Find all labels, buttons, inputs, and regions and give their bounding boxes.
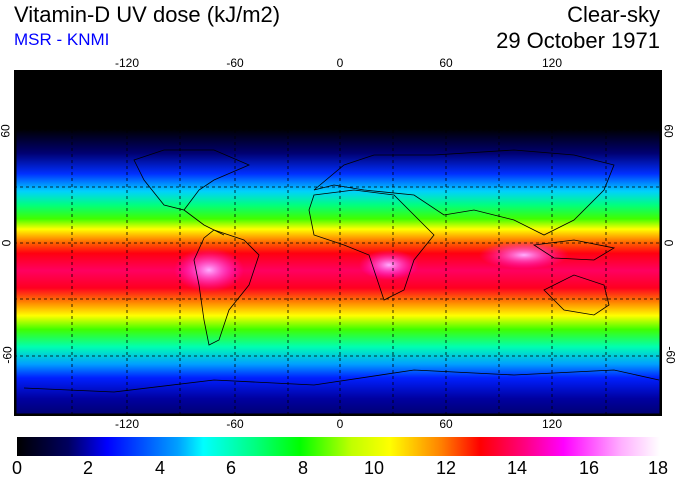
lon-tick-top: 60 <box>439 56 453 70</box>
figure-title: Vitamin-D UV dose (kJ/m2) <box>14 2 281 27</box>
colorbar-label: 18 <box>647 458 669 478</box>
colorbar <box>17 437 660 456</box>
lat-tick-right: 60 <box>661 124 676 138</box>
colorbar-label: 16 <box>578 458 600 478</box>
map-date: 29 October 1971 <box>496 28 660 53</box>
lat-tick-right: -60 <box>663 346 678 364</box>
colorbar-label: 12 <box>435 458 457 478</box>
high-dose-region <box>174 248 244 292</box>
sky-condition: Clear-sky <box>567 2 660 27</box>
graticule <box>14 70 662 416</box>
lon-tick-bottom: -60 <box>226 417 244 431</box>
map-frame <box>14 70 662 416</box>
lon-tick-top: 0 <box>336 56 344 70</box>
colorbar-label: 4 <box>154 458 166 478</box>
lat-tick-left: 60 <box>0 124 13 138</box>
lat-tick-right: 0 <box>661 239 676 247</box>
coastlines <box>23 149 660 393</box>
lon-tick-bottom: 120 <box>541 417 563 431</box>
source-label: MSR - KNMI <box>14 30 110 49</box>
colorbar-label: 6 <box>225 458 237 478</box>
lon-tick-bottom: 0 <box>336 417 344 431</box>
lon-tick-bottom: 60 <box>439 417 453 431</box>
lat-tick-left: 0 <box>0 239 14 247</box>
lon-tick-top: -120 <box>114 56 140 70</box>
colorbar-label: 8 <box>297 458 309 478</box>
colorbar-label: 2 <box>82 458 94 478</box>
colorbar-label: 10 <box>363 458 385 478</box>
colorbar-label: 0 <box>11 458 23 478</box>
high-dose-region <box>359 250 419 280</box>
lon-tick-bottom: -120 <box>114 417 140 431</box>
lat-tick-left: -60 <box>0 346 15 364</box>
lon-tick-top: 120 <box>541 56 563 70</box>
high-dose-region <box>479 241 569 269</box>
lon-tick-top: -60 <box>226 56 244 70</box>
colorbar-label: 14 <box>506 458 528 478</box>
uv-dose-map <box>14 70 662 416</box>
